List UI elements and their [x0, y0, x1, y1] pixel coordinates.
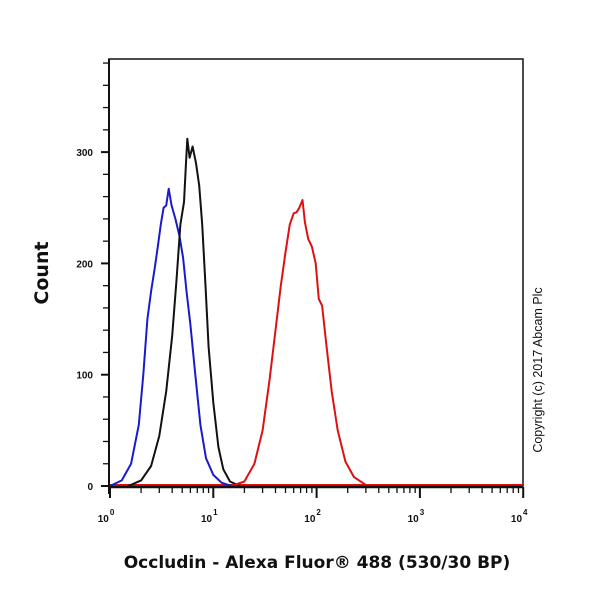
copyright-annotation: Copyright (c) 2017 Abcam Plc [531, 287, 545, 452]
y-tick-label: 300 [76, 148, 93, 159]
histogram-series [109, 137, 523, 487]
x-tick-label: 104 [511, 508, 528, 525]
x-tick-label: 100 [98, 508, 115, 525]
x-tick-label: 103 [408, 508, 425, 525]
y-tick-label: 100 [76, 371, 93, 382]
x-tick-label: 101 [201, 508, 218, 525]
x-tick-label: 102 [304, 508, 321, 525]
y-axis-ticks: 0 100 200 300 [76, 62, 109, 493]
x-axis-ticks: 100 101 102 103 104 [98, 487, 528, 525]
series-red-curve [231, 199, 373, 487]
series-blue-curve [109, 187, 232, 487]
series-black-curve [127, 137, 241, 487]
y-tick-label: 0 [87, 482, 93, 493]
x-axis-label: Occludin - Alexa Fluor® 488 (530/30 BP) [124, 553, 511, 573]
y-tick-label: 200 [76, 259, 93, 270]
y-axis-label: Count [31, 241, 53, 304]
